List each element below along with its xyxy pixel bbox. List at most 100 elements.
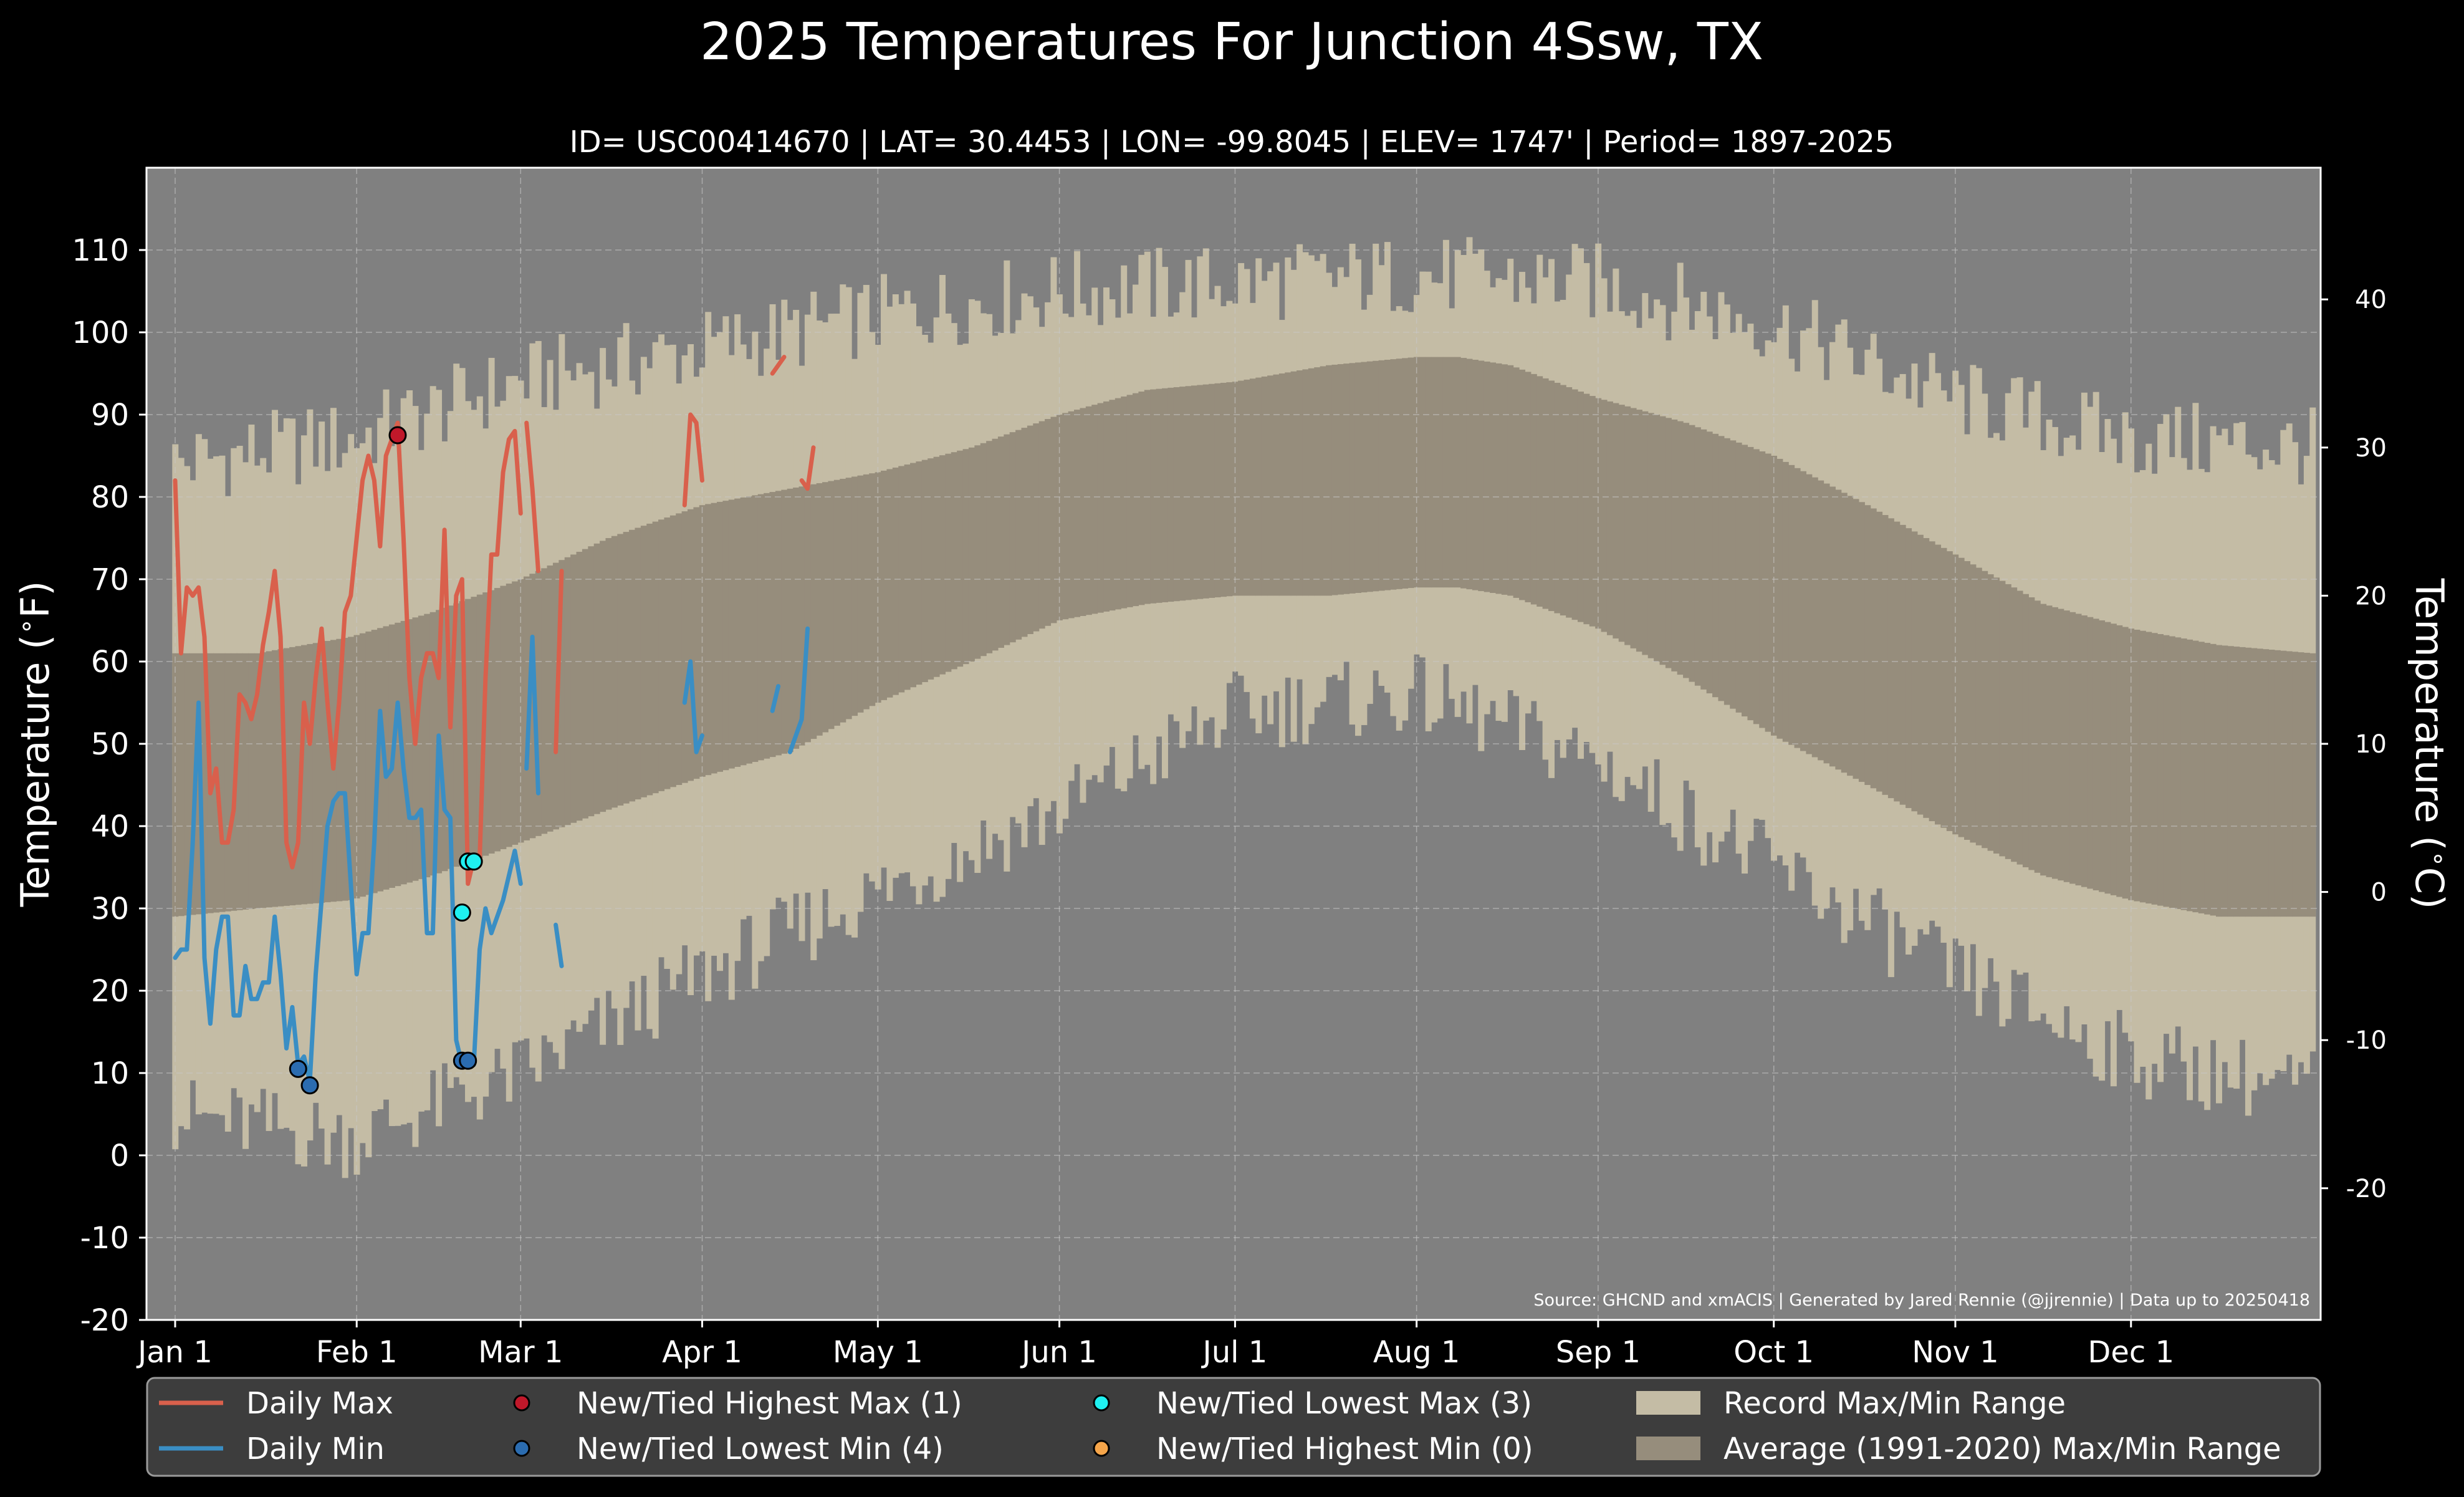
normal-range-bar <box>1320 366 1326 596</box>
normal-range-bar <box>693 507 700 779</box>
y-right-tick-label: -20 <box>2346 1175 2387 1203</box>
normal-range-bar <box>716 501 723 772</box>
normal-range-bar <box>523 576 530 840</box>
normal-range-bar <box>1004 434 1010 645</box>
normal-range-bar <box>957 450 964 667</box>
normal-range-bar <box>1776 458 1783 739</box>
normal-range-bar <box>881 470 888 700</box>
normal-range-bar <box>2169 636 2175 908</box>
normal-range-bar <box>722 501 729 771</box>
normal-range-bar <box>1958 557 1965 837</box>
normal-range-bar <box>1589 396 1596 627</box>
normal-range-bar <box>1747 446 1754 721</box>
normal-range-bar <box>1935 544 1942 825</box>
legend-label: Record Max/Min Range <box>1723 1386 2066 1421</box>
series-line-segment <box>682 659 704 754</box>
normal-range-bar <box>2222 645 2228 917</box>
normal-range-bar <box>951 452 957 670</box>
normal-range-bar <box>1771 456 1778 736</box>
normal-range-bar <box>939 455 946 675</box>
normal-range-bar <box>201 653 208 914</box>
normal-range-bar <box>1308 368 1315 596</box>
normal-range-bar <box>2245 647 2251 917</box>
normal-range-bar <box>1126 395 1133 607</box>
normal-range-bar <box>2292 652 2299 917</box>
normal-range-bar <box>1161 388 1168 602</box>
y-tick-label: 60 <box>91 645 129 680</box>
y-tick-label: 10 <box>91 1056 129 1091</box>
normal-range-bar <box>1267 375 1274 596</box>
normal-range-bar <box>1407 357 1414 589</box>
normal-range-bars <box>172 357 2316 917</box>
normal-range-bar <box>1742 445 1748 716</box>
normal-range-bar <box>2298 652 2304 917</box>
normal-range-bar <box>1700 429 1707 690</box>
x-tick-label: Oct 1 <box>1733 1335 1814 1370</box>
normal-range-bar <box>968 447 975 662</box>
normal-range-bar <box>2051 607 2058 879</box>
normal-range-bar <box>1062 413 1069 620</box>
normal-range-bar <box>681 511 688 783</box>
chart-subtitle: ID= USC00414670 | LAT= 30.4453 | LON= -9… <box>570 125 1894 160</box>
normal-range-bar <box>1630 408 1637 648</box>
normal-range-bar <box>705 504 712 776</box>
normal-range-bar <box>1384 360 1391 590</box>
normal-range-bar <box>828 481 835 729</box>
normal-range-bar <box>1882 515 1889 795</box>
series-line-segment <box>770 684 781 713</box>
normal-range-bar <box>1191 385 1197 600</box>
normal-range-bar <box>1074 410 1081 617</box>
normal-range-bar <box>1554 382 1561 614</box>
normal-range-bar <box>1343 363 1350 594</box>
normal-range-bar <box>1964 561 1971 840</box>
normal-range-bar <box>377 628 384 892</box>
normal-range-bar <box>974 445 981 659</box>
normal-range-bar <box>728 499 735 769</box>
normal-range-bar <box>1396 359 1402 589</box>
legend-label: New/Tied Lowest Max (3) <box>1156 1386 1532 1421</box>
normal-range-bar <box>2187 639 2193 912</box>
normal-range-bar <box>319 642 325 903</box>
normal-range-bar <box>1566 387 1573 618</box>
y-right-tick-label: 30 <box>2355 434 2387 463</box>
normal-range-bar <box>752 495 759 763</box>
normal-range-bar <box>272 650 279 907</box>
normal-range-bar <box>992 438 999 651</box>
y-tick-label: 80 <box>91 480 129 515</box>
normal-range-bar <box>1595 398 1602 629</box>
normal-range-bar <box>1197 385 1204 599</box>
y-right-tick-label: 0 <box>2371 878 2387 907</box>
normal-range-bar <box>1009 432 1016 643</box>
normal-range-bar <box>840 478 846 723</box>
normal-range-bar <box>1331 364 1338 595</box>
normal-range-bar <box>178 653 185 917</box>
normal-range-bar <box>2005 584 2011 859</box>
normal-range-bar <box>1109 400 1116 611</box>
normal-range-bar <box>1765 453 1771 732</box>
y-tick-label: 100 <box>72 315 129 350</box>
normal-range-bar <box>359 633 366 897</box>
normal-range-bar <box>1080 408 1086 616</box>
normal-range-bar <box>1138 392 1145 605</box>
x-tick-label: Jul 1 <box>1201 1335 1268 1370</box>
normal-range-bar <box>1642 411 1649 655</box>
normal-range-bar <box>1601 400 1608 632</box>
normal-range-bar <box>1431 357 1438 588</box>
series-line-segment <box>799 445 816 491</box>
normal-range-bar <box>769 492 776 758</box>
normal-range-bar <box>2099 620 2106 892</box>
record-marker-dot <box>464 852 483 871</box>
normal-range-bar <box>1835 489 1842 770</box>
y-tick-label: 30 <box>91 892 129 927</box>
normal-range-bar <box>1437 357 1444 588</box>
normal-range-bar <box>277 649 284 907</box>
normal-range-bar <box>997 436 1004 648</box>
normal-range-bar <box>945 453 952 672</box>
normal-range-bar <box>429 612 436 876</box>
normal-range-bar <box>564 557 571 826</box>
normal-range-bar <box>1185 386 1192 600</box>
normal-range-bar <box>2075 614 2082 886</box>
normal-range-bar <box>1841 493 1848 773</box>
normal-range-bar <box>1249 378 1256 596</box>
legend-label: Average (1991-2020) Max/Min Range <box>1723 1432 2281 1466</box>
